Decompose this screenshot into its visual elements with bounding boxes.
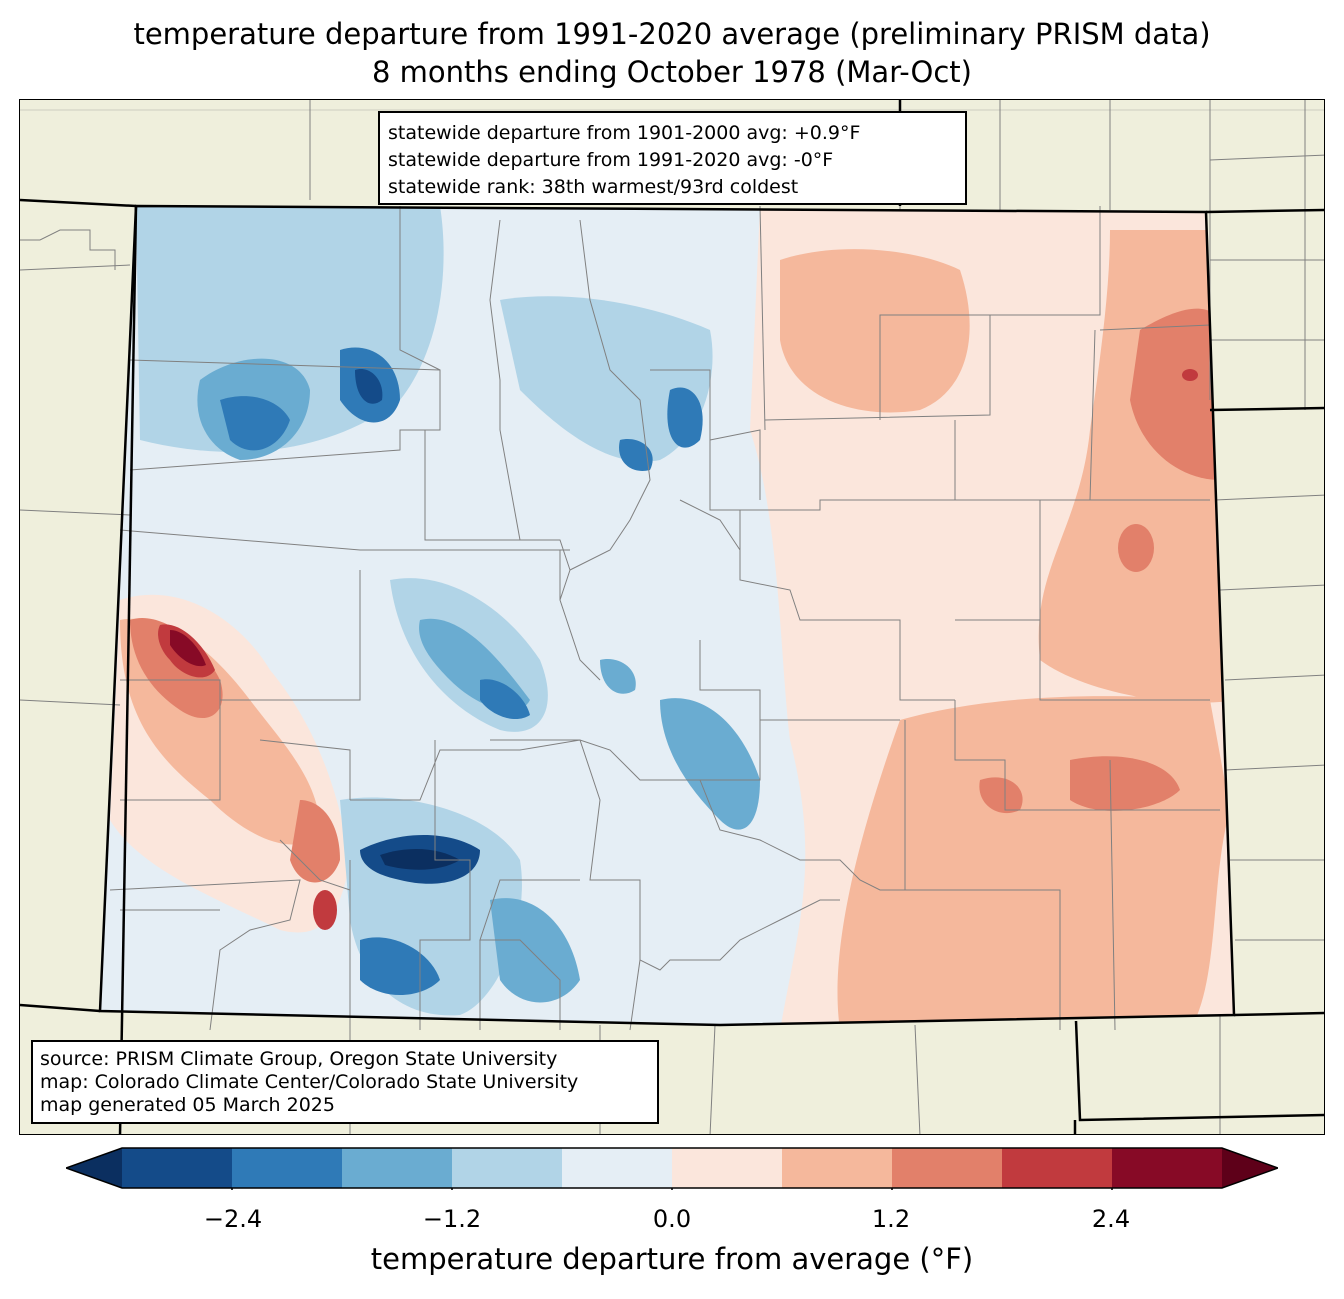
- colorbar-segment: [892, 1148, 1003, 1188]
- colorbar-segment: [1002, 1148, 1113, 1188]
- colorbar-tick-label: −1.2: [422, 1205, 482, 1233]
- county-boundaries: [20, 100, 1324, 1134]
- colorbar-tick-label: 0.0: [652, 1205, 692, 1233]
- colorbar-segment: [672, 1148, 783, 1188]
- colorbar-tick-label: 2.4: [1091, 1205, 1131, 1233]
- generated-date-line: map generated 05 March 2025: [40, 1094, 335, 1116]
- colorbar-tick-label: −2.4: [203, 1205, 263, 1233]
- map-credit-line: map: Colorado Climate Center/Colorado St…: [40, 1071, 579, 1093]
- colorbar-segment: [342, 1148, 453, 1188]
- colorbar-label: temperature departure from average (°F): [370, 1242, 974, 1276]
- colorbar-segment: [782, 1148, 893, 1188]
- colorbar-segment: [122, 1148, 233, 1188]
- state-borders: [20, 100, 1324, 1134]
- stats-line-rank: statewide rank: 38th warmest/93rd coldes…: [388, 176, 799, 198]
- colorbar-segment: [1112, 1148, 1223, 1188]
- colorado-map: [20, 100, 1324, 1134]
- colorado-border: [98, 204, 1236, 1027]
- source-line: source: PRISM Climate Group, Oregon Stat…: [40, 1048, 558, 1070]
- colorbar-arrow-low: [66, 1148, 122, 1188]
- colorbar-tick-label: 1.2: [871, 1205, 911, 1233]
- statewide-stats-box: statewide departure from 1901-2000 avg: …: [378, 111, 967, 205]
- colorbar-arrow-high: [1222, 1148, 1278, 1188]
- source-box: source: PRISM Climate Group, Oregon Stat…: [31, 1040, 659, 1124]
- temperature-field: [100, 206, 1234, 1025]
- stats-line-1991-2020: statewide departure from 1991-2020 avg: …: [388, 149, 834, 171]
- colorbar-segment: [562, 1148, 673, 1188]
- colorbar: [66, 1147, 1278, 1190]
- colorbar-segment: [452, 1148, 563, 1188]
- colorbar-outline: [66, 1147, 1278, 1189]
- colorbar-segment: [232, 1148, 343, 1188]
- map-panel: [19, 99, 1325, 1135]
- map-title-line-2: 8 months ending October 1978 (Mar-Oct): [371, 55, 972, 89]
- stats-line-1901-2000: statewide departure from 1901-2000 avg: …: [388, 122, 861, 144]
- map-title-line-1: temperature departure from 1991-2020 ave…: [133, 17, 1211, 51]
